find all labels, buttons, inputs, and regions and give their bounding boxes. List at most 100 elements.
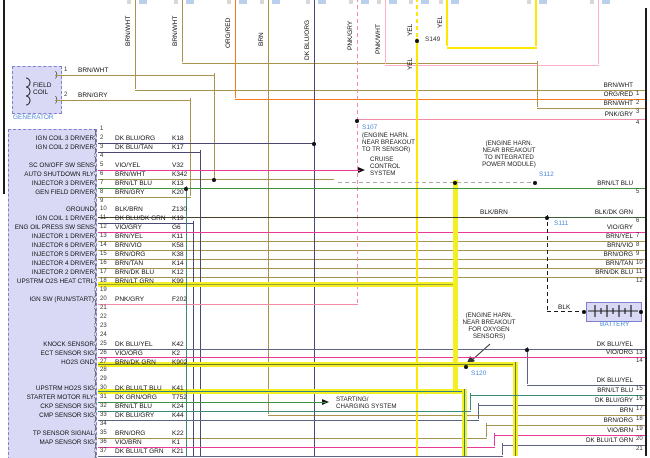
circuit-code: K2	[172, 350, 180, 357]
pcm-pin-arc: )	[94, 280, 97, 289]
pcm-pin-arc: )	[94, 271, 97, 280]
wire-segment	[547, 215, 548, 310]
pcm-pin-label: INJECTOR 3 DRIVER	[31, 180, 94, 187]
pcm-pin-label: ECT SENSOR SIG	[40, 350, 94, 357]
wire-segment	[98, 259, 645, 260]
wire-color-label: BRN/DK GRN	[115, 359, 156, 366]
wire-tag-fragment	[272, 0, 280, 4]
wire-segment	[98, 143, 315, 144]
cruise-control-label: CRUISE CONTROL SYSTEM	[370, 156, 401, 177]
wire-color-label: VIO/YEL	[115, 162, 141, 169]
wire-color-label: BRN/LT BLU	[115, 403, 152, 410]
generator-pin-arc: )	[55, 95, 58, 104]
right-pin-number: 1	[636, 91, 640, 97]
pcm-pin-arc: )	[94, 316, 97, 325]
circuit-code: K19	[172, 215, 184, 222]
pcm-pin-arc: )	[94, 289, 97, 298]
wire-segment	[447, 47, 537, 49]
right-pin-number: 21	[636, 446, 643, 452]
right-pin-label: BRN/LT BLU	[597, 180, 633, 187]
pcm-pin-arc: )	[94, 361, 97, 370]
wire-tag-fragment	[361, 0, 369, 4]
pcm-pin-arc: )	[94, 208, 97, 217]
right-pin-label: DK BLU/YEL	[596, 341, 633, 348]
wire-segment	[494, 435, 645, 436]
top-wire-label: BRN/WHT	[172, 15, 179, 46]
wire-segment	[537, 108, 645, 109]
pcm-pin-number: 4	[100, 153, 104, 159]
wire-segment	[98, 188, 645, 189]
wire-tag-fragment	[349, 0, 353, 4]
pcm-pin-arc: )	[94, 378, 97, 387]
circuit-code: K13	[172, 180, 184, 187]
splice-dot	[415, 39, 419, 43]
note-ipm: (ENGINE HARN. NEAR BREAKOUT TO INTEGRATED P…	[482, 140, 536, 168]
pcm-pin-number: 2	[100, 135, 104, 141]
circuit-code: K21	[172, 448, 184, 455]
pcm-pin-number: 24	[100, 332, 107, 338]
generator-box	[12, 66, 62, 114]
pcm-pin-arc: )	[94, 343, 97, 352]
circuit-code: K11	[172, 233, 184, 240]
wire-segment	[98, 179, 334, 180]
wire-tag-fragment	[377, 0, 381, 4]
battery-label: BATTERY	[600, 321, 630, 328]
right-pin-number: 18	[636, 416, 643, 422]
wire-segment	[98, 241, 645, 242]
wire-segment	[98, 402, 326, 403]
pcm-pin-arc: )	[94, 450, 97, 458]
pcm-pin-arc: )	[94, 191, 97, 200]
wire-tag-fragment	[409, 0, 413, 4]
pcm-pin-label: GROUND	[66, 206, 94, 213]
wire-segment	[98, 411, 471, 412]
right-pin-label: VIO/GRY	[606, 224, 633, 231]
pcm-pin-number: 1	[100, 126, 104, 132]
right-pin-label: BRN/LT BLU	[597, 387, 633, 394]
circuit-code: K902	[172, 359, 188, 366]
wire-tag-fragment	[139, 0, 147, 4]
right-pin-label: DK BLU/YEL	[596, 377, 633, 384]
pcm-pin-label: SC ON/OFF SW SENS	[28, 162, 94, 169]
wire-segment	[98, 357, 645, 358]
wire-segment	[98, 197, 191, 198]
right-pin-label: BRN/ORG	[603, 251, 633, 258]
note-tr-sensor: (ENGINE HARN. NEAR BREAKOUT TO TR SENSOR)	[362, 132, 415, 153]
wire-segment	[416, 0, 418, 38]
circuit-code: K12	[172, 269, 184, 276]
top-wire-label: DK BLU/ORG	[304, 19, 311, 60]
wire-segment	[98, 304, 358, 305]
splice-dot	[582, 310, 586, 314]
splice-s107-label: S107	[362, 124, 378, 131]
pcm-pin-label: TP SENSOR SIGNAL	[32, 430, 94, 437]
wire-segment	[193, 221, 194, 456]
pcm-pin-number: 5	[100, 162, 104, 168]
circuit-code: K342	[172, 171, 188, 178]
pcm-pin-arc: )	[94, 441, 97, 450]
wire-color-label: BRN/VIO	[115, 242, 142, 249]
pcm-pin-label: IGN COIL 3 DRIVER	[35, 135, 94, 142]
pcm-pin-arc: )	[94, 253, 97, 262]
splice-dot	[525, 348, 529, 352]
pcm-pin-arc: )	[94, 423, 97, 432]
pcm-pin-number: 16	[100, 260, 107, 266]
wire-tag-fragment	[318, 0, 326, 4]
wire-segment	[547, 311, 585, 312]
wire-color-label: DK BLU/GRY	[115, 412, 155, 419]
circuit-code: K42	[172, 341, 184, 348]
wire-segment	[3, 0, 5, 194]
circuit-code: K1	[172, 439, 180, 446]
pcm-pin-arc: )	[94, 396, 97, 405]
wire-segment	[98, 389, 467, 394]
splice-s112-label: S112	[539, 171, 554, 178]
wire-tag-fragment	[451, 0, 459, 4]
wire-segment	[98, 223, 194, 224]
wire-segment	[513, 362, 518, 456]
pcm-pin-number: 23	[100, 323, 107, 329]
generator-pin-number: 2	[64, 92, 68, 98]
pcm-pin-label: INJECTOR 6 DRIVER	[31, 242, 94, 249]
pcm-pin-number: 26	[100, 350, 107, 356]
circuit-code: F202	[172, 296, 187, 303]
circuit-code: K22	[172, 430, 184, 437]
wire-segment	[98, 268, 645, 269]
